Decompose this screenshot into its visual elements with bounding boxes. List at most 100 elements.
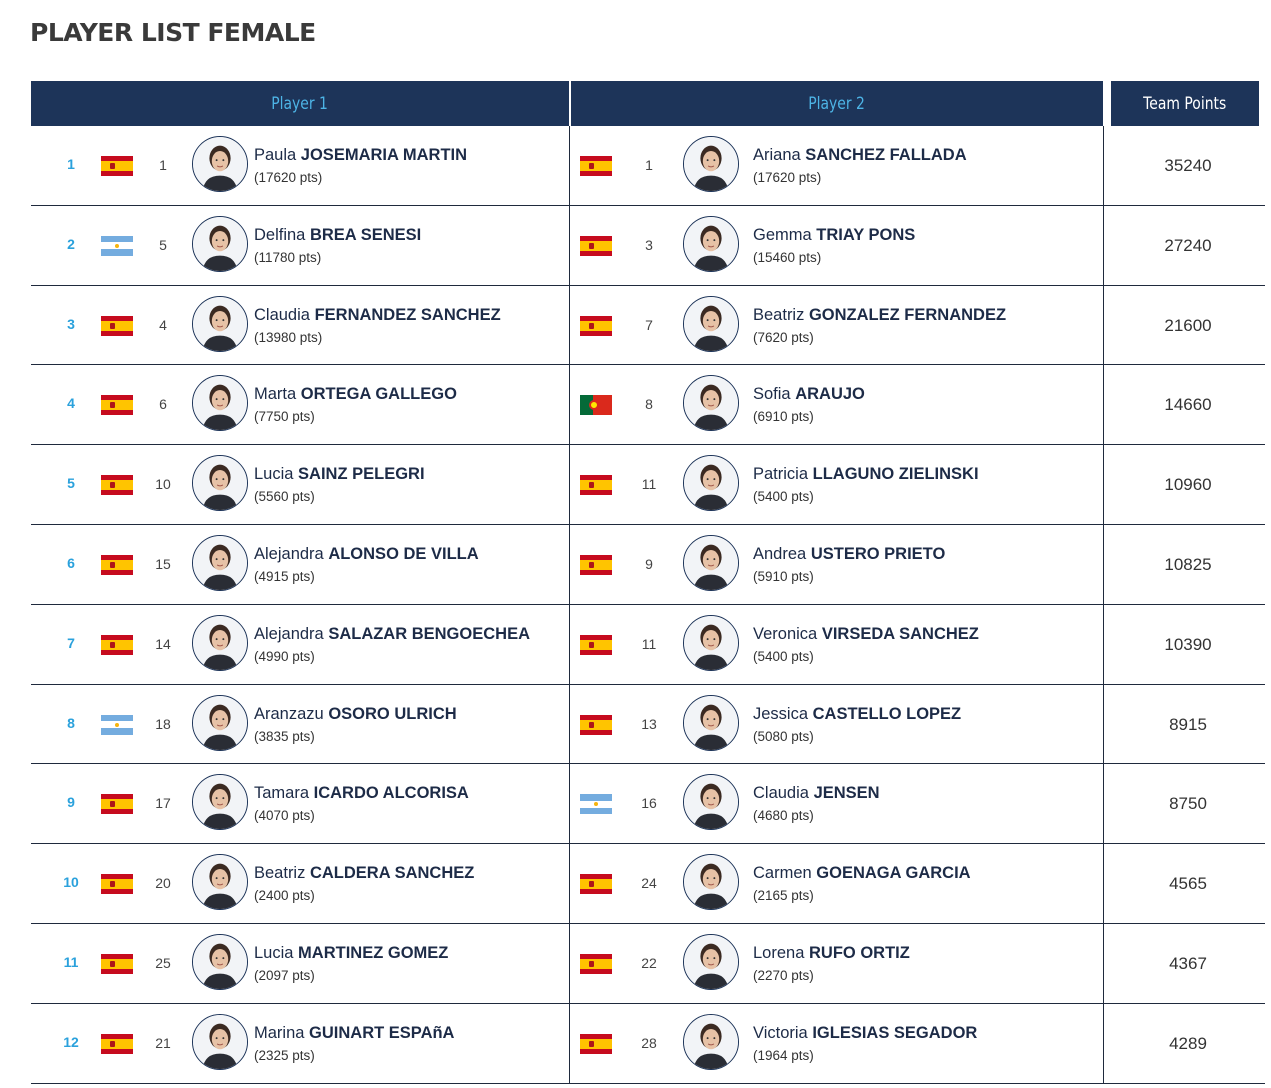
player-seed: 4 <box>159 316 167 333</box>
table-row: 9 17 Tamara ICARDO ALCORISA (4070 pts) 16 Cla… <box>31 764 1265 845</box>
team-points: 4367 <box>1169 953 1207 973</box>
player-first-name: Marta <box>254 385 297 404</box>
player-seed: 18 <box>155 715 171 732</box>
player-avatar[interactable] <box>192 694 248 751</box>
player-avatar[interactable] <box>192 534 248 591</box>
column-divider <box>1103 604 1104 684</box>
column-divider <box>1103 1003 1104 1083</box>
table-row: 2 5 Delfina BREA SENESI (11780 pts) 3 Gemma T… <box>31 205 1265 286</box>
player-avatar[interactable] <box>683 614 739 671</box>
flag-icon <box>101 1033 133 1054</box>
player-avatar[interactable] <box>683 136 739 192</box>
team-points: 27240 <box>1164 235 1212 255</box>
player-last-name: SALAZAR BENGOECHEA <box>328 624 530 643</box>
player-last-name: CALDERA SANCHEZ <box>309 864 475 883</box>
player-name[interactable]: Tamara ICARDO ALCORISA <box>254 784 469 803</box>
player-avatar[interactable] <box>192 614 248 671</box>
player-avatar[interactable] <box>683 933 739 990</box>
player-points: (6910 pts) <box>753 409 814 425</box>
column-divider <box>1103 923 1104 1003</box>
player-name[interactable]: Lucia MARTINEZ GOMEZ <box>254 944 448 963</box>
player-avatar[interactable] <box>683 455 739 512</box>
player-name[interactable]: Aranzazu OSORO ULRICH <box>254 705 457 724</box>
player-first-name: Veronica <box>753 624 818 643</box>
column-divider <box>569 1003 570 1083</box>
pair-rank: 8 <box>67 714 75 731</box>
team-points: 14660 <box>1164 395 1212 415</box>
player-name[interactable]: Beatriz GONZALEZ FERNANDEZ <box>753 306 1006 325</box>
player-avatar[interactable] <box>192 136 248 192</box>
player-avatar[interactable] <box>192 933 248 990</box>
player-last-name: SANCHEZ FALLADA <box>805 146 967 164</box>
flag-icon <box>101 395 133 416</box>
player-avatar[interactable] <box>683 694 739 751</box>
player-name[interactable]: Alejandra SALAZAR BENGOECHEA <box>254 625 530 644</box>
team-points: 10825 <box>1164 554 1212 574</box>
player-name[interactable]: Claudia JENSEN <box>753 784 880 803</box>
player-name[interactable]: Jessica CASTELLO LOPEZ <box>753 705 961 724</box>
player-avatar[interactable] <box>192 295 248 352</box>
header-player-2: Player 2 <box>571 81 1103 126</box>
flag-icon <box>580 634 612 655</box>
player-name[interactable]: Carmen GOENAGA GARCIA <box>753 864 971 883</box>
player-name[interactable]: Lorena RUFO ORTIZ <box>753 944 910 963</box>
player-avatar[interactable] <box>192 854 248 911</box>
flag-icon <box>101 315 133 336</box>
player-avatar[interactable] <box>683 215 739 272</box>
player-points: (2325 pts) <box>254 1047 315 1063</box>
player-name[interactable]: Delfina BREA SENESI <box>254 226 421 245</box>
player-last-name: ORTEGA GALLEGO <box>300 385 457 404</box>
flag-icon <box>580 156 612 176</box>
column-divider <box>1103 205 1104 285</box>
player-name[interactable]: Marina GUINART ESPAñA <box>254 1024 454 1043</box>
player-points: (5400 pts) <box>753 648 814 664</box>
player-name[interactable]: Claudia FERNANDEZ SANCHEZ <box>254 306 501 325</box>
page-title: PLAYER LIST FEMALE <box>30 18 316 47</box>
flag-icon <box>101 953 133 974</box>
player-avatar[interactable] <box>192 375 248 432</box>
player-first-name: Lucia <box>254 465 294 484</box>
player-first-name: Paula <box>254 146 297 164</box>
player-avatar[interactable] <box>683 774 739 831</box>
player-seed: 21 <box>155 1034 171 1051</box>
column-divider <box>1103 764 1104 844</box>
header-player-1: Player 1 <box>31 81 569 126</box>
player-name[interactable]: Beatriz CALDERA SANCHEZ <box>254 864 474 883</box>
flag-icon <box>580 714 612 735</box>
team-points: 10390 <box>1164 634 1212 654</box>
player-last-name: SAINZ PELEGRI <box>298 465 425 484</box>
player-name[interactable]: Sofia ARAUJO <box>753 385 865 404</box>
column-divider <box>1103 445 1104 524</box>
table-row: 12 21 Marina GUINART ESPAñA (2325 pts) 28 Vic… <box>31 1003 1265 1084</box>
player-name[interactable]: Lucia SAINZ PELEGRI <box>254 465 425 484</box>
player-avatar[interactable] <box>683 1013 739 1070</box>
column-divider <box>569 844 570 923</box>
player-name[interactable]: Andrea USTERO PRIETO <box>753 545 945 564</box>
player-seed: 28 <box>641 1034 657 1051</box>
player-avatar[interactable] <box>683 375 739 432</box>
player-avatar[interactable] <box>192 215 248 272</box>
player-avatar[interactable] <box>192 1013 248 1070</box>
player-seed: 25 <box>155 954 171 971</box>
player-name[interactable]: Veronica VIRSEDA SANCHEZ <box>753 625 979 644</box>
player-first-name: Gemma <box>753 225 812 244</box>
player-seed: 17 <box>155 795 171 812</box>
player-avatar[interactable] <box>683 534 739 591</box>
player-avatar[interactable] <box>683 854 739 911</box>
player-name[interactable]: Gemma TRIAY PONS <box>753 226 915 245</box>
player-avatar[interactable] <box>683 295 739 352</box>
player-points: (3835 pts) <box>254 728 315 744</box>
player-name[interactable]: Paula JOSEMARIA MARTIN <box>254 146 467 165</box>
player-name[interactable]: Alejandra ALONSO DE VILLA <box>254 545 479 564</box>
player-name[interactable]: Victoria IGLESIAS SEGADOR <box>753 1024 977 1043</box>
table-row: 10 20 Beatriz CALDERA SANCHEZ (2400 pts) 24 C… <box>31 844 1265 924</box>
player-points: (7620 pts) <box>753 329 814 345</box>
player-name[interactable]: Marta ORTEGA GALLEGO <box>254 385 457 404</box>
player-seed: 11 <box>641 476 657 493</box>
player-name[interactable]: Patricia LLAGUNO ZIELINSKI <box>753 465 979 484</box>
player-avatar[interactable] <box>192 774 248 831</box>
player-points: (5560 pts) <box>254 489 315 505</box>
player-name[interactable]: Ariana SANCHEZ FALLADA <box>753 146 967 165</box>
pair-rank: 3 <box>67 315 75 332</box>
player-avatar[interactable] <box>192 455 248 512</box>
